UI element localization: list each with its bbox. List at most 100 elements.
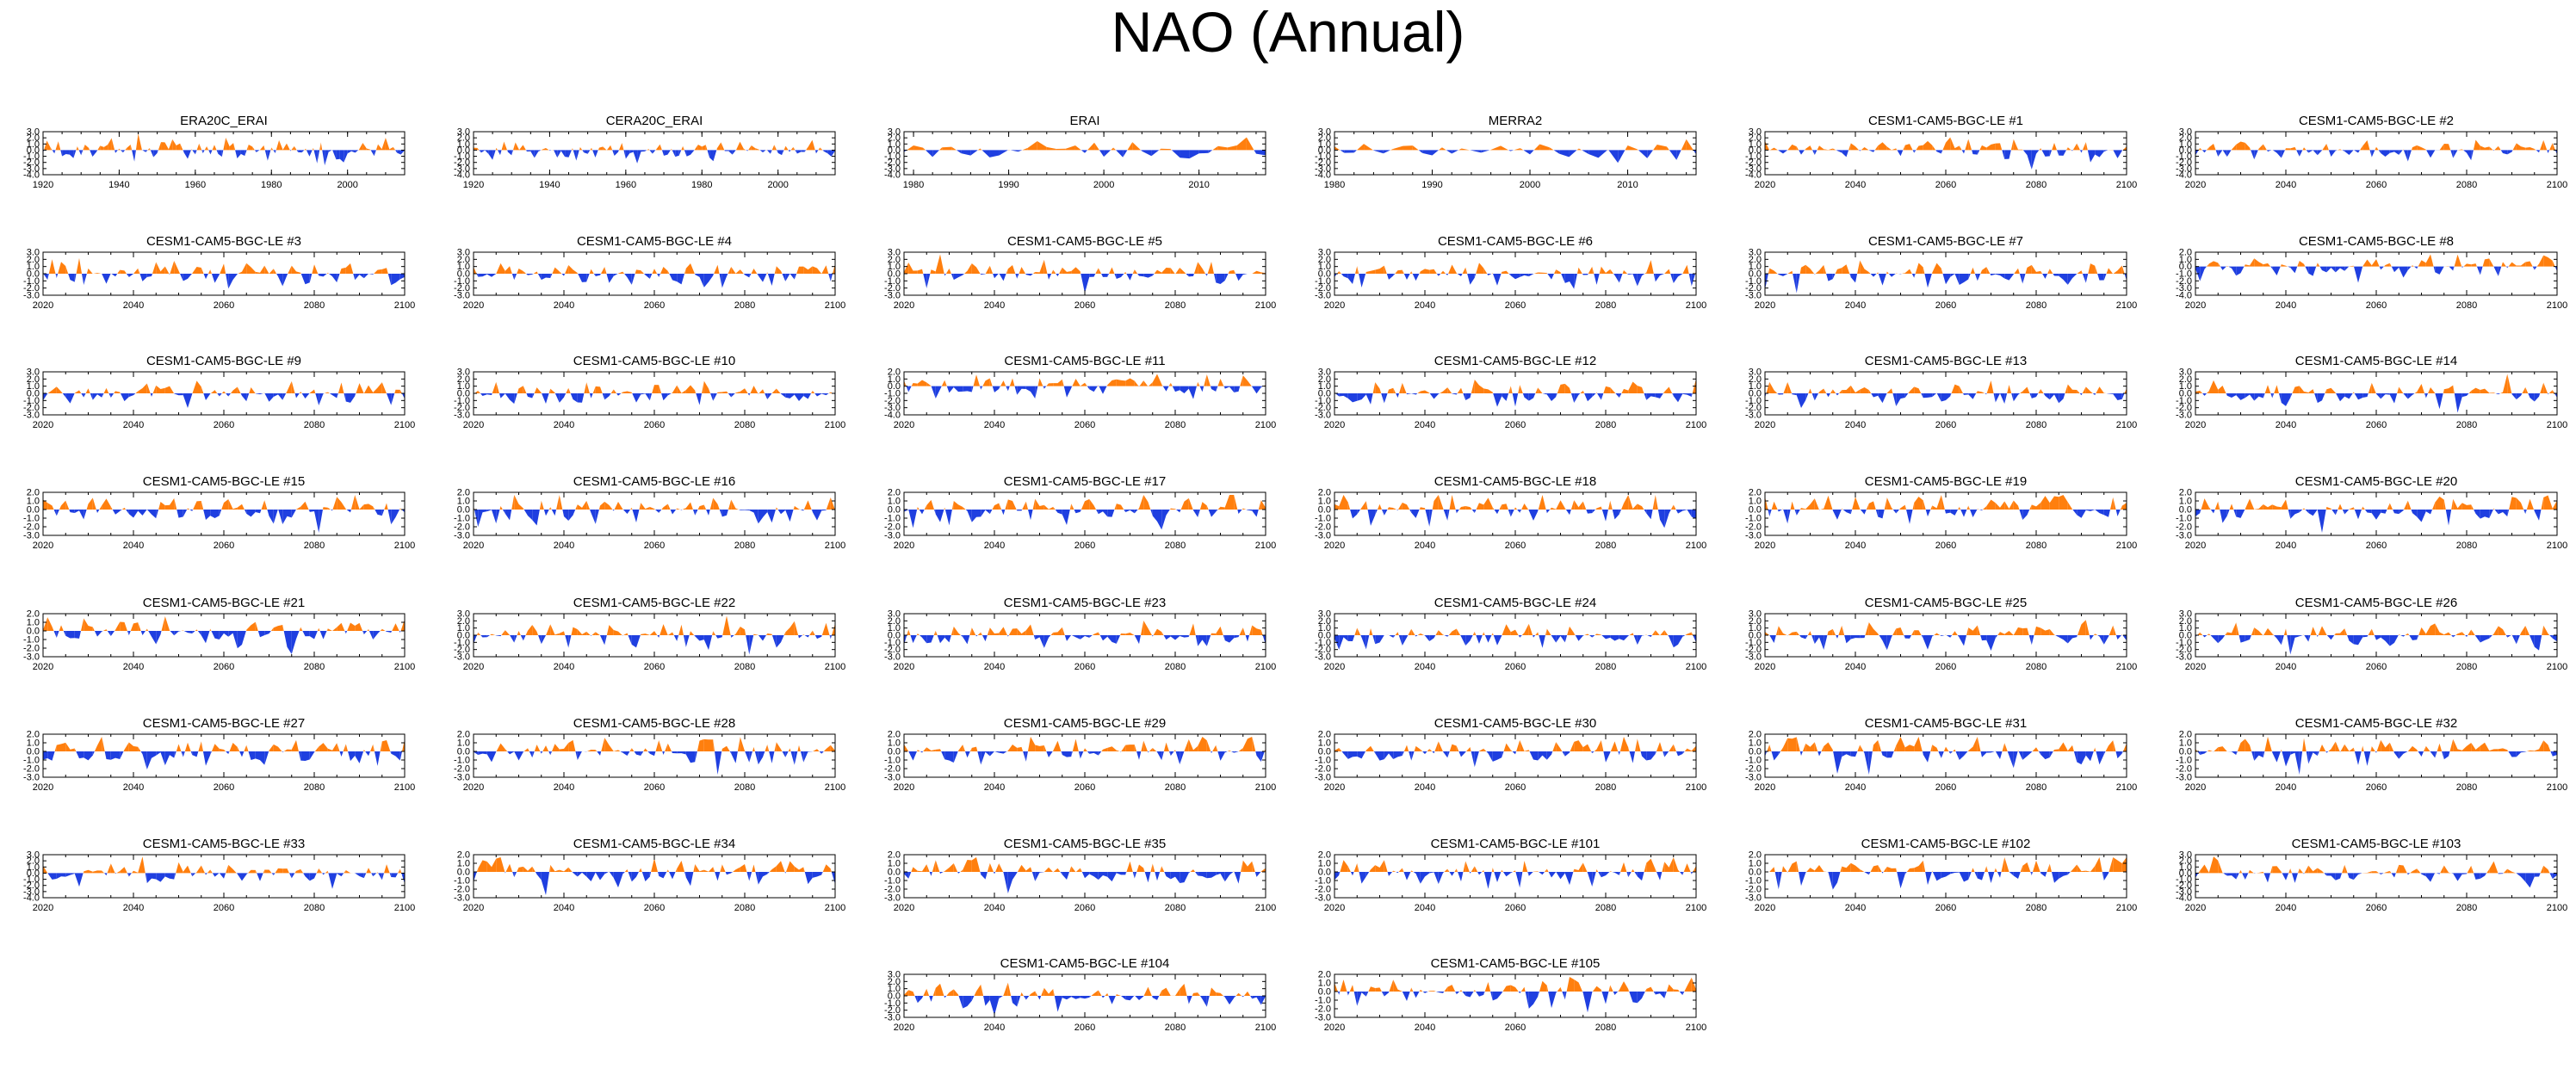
anomaly-area [2430,510,2433,515]
anomaly-area [2200,266,2205,281]
anomaly-area [337,393,338,399]
anomaly-area [399,389,402,393]
anomaly-area [2009,385,2012,393]
anomaly-area [251,386,256,393]
nao-panel: CESM1-CAM5-BGC-LE #202.01.00.0-1.0-2.0-3… [2176,474,2567,551]
anomaly-area [358,149,359,151]
anomaly-area [1148,274,1153,278]
anomaly-area [490,633,492,635]
anomaly-area [2421,384,2425,393]
anomaly-area [242,631,246,646]
anomaly-area [2077,390,2080,393]
anomaly-area [740,626,745,635]
anomaly-area [1488,389,1493,393]
anomaly-area [1846,385,1851,393]
anomaly-area [557,150,561,158]
anomaly-area [2449,385,2454,393]
anomaly-area [1017,386,1022,395]
anomaly-area [1432,150,1440,156]
anomaly-area [1357,393,1362,401]
anomaly-area [138,268,140,274]
anomaly-area [663,393,668,401]
anomaly-area [1071,386,1073,388]
anomaly-area [713,631,716,635]
anomaly-area [1873,150,1875,152]
y-tick-label: 2.0 [457,374,470,385]
anomaly-area [613,629,618,635]
anomaly-area [1810,388,1812,393]
anomaly-area [255,393,260,395]
anomaly-area [1334,146,1341,151]
anomaly-area [2503,374,2508,393]
anomaly-area [2229,504,2232,510]
anomaly-area [1409,271,1412,274]
anomaly-area [2059,274,2064,280]
x-tick-label: 2040 [984,420,1005,430]
anomaly-area [1903,145,1905,151]
anomaly-area [790,621,795,635]
anomaly-area [2407,393,2412,399]
anomaly-area [694,144,698,151]
anomaly-area [187,508,188,510]
anomaly-area [2389,263,2392,267]
anomaly-area [150,150,154,158]
anomaly-area [828,392,831,393]
anomaly-area [917,633,920,635]
anomaly-area [1546,393,1551,402]
anomaly-area [85,388,89,393]
anomaly-area [525,630,528,635]
anomaly-area [1012,264,1016,274]
anomaly-area [661,393,664,401]
anomaly-area [652,269,654,274]
anomaly-area [224,498,229,510]
anomaly-area [1570,387,1571,393]
anomaly-area [935,630,938,635]
anomaly-area [43,617,48,631]
y-tick-label: 0.0 [1318,145,1331,156]
anomaly-area [904,635,907,646]
x-tick-label: 2040 [554,662,574,672]
anomaly-area [2272,504,2277,510]
anomaly-area [191,149,193,151]
anomaly-area [960,635,963,638]
anomaly-area [1896,148,1898,151]
y-tick-label: -1.0 [454,151,470,162]
anomaly-area [1857,260,1861,274]
anomaly-area [314,389,316,393]
x-tick-label: 2040 [984,300,1005,311]
anomaly-area [812,139,815,151]
anomaly-area [1032,272,1036,274]
anomaly-area [2299,261,2304,267]
anomaly-area [2027,264,2032,274]
anomaly-area [264,393,269,402]
anomaly-area [2403,500,2408,510]
anomaly-area [380,628,382,631]
anomaly-area [80,618,84,631]
anomaly-area [573,627,578,635]
anomaly-area [368,385,374,393]
anomaly-area [1588,393,1593,402]
anomaly-area [2268,263,2271,267]
anomaly-area [279,139,283,151]
anomaly-area [180,143,183,151]
anomaly-area [2072,274,2078,279]
anomaly-area [1216,274,1221,285]
y-tick-label: 2.0 [27,255,40,265]
anomaly-area [53,510,57,516]
anomaly-area [2106,268,2108,274]
panel-title: MERRA2 [1489,114,1543,128]
anomaly-area [1260,500,1266,510]
anomaly-area [1142,150,1152,157]
anomaly-area [2480,145,2485,151]
anomaly-area [2296,150,2300,157]
anomaly-area [2358,393,2363,400]
anomaly-area [735,269,740,274]
anomaly-area [2402,149,2404,151]
panel-title: CESM1-CAM5-BGC-LE #16 [573,474,735,489]
anomaly-area [2200,510,2201,514]
anomaly-area [1379,504,1382,510]
anomaly-area [1412,274,1416,281]
anomaly-area [2340,266,2345,271]
anomaly-area [1646,260,1651,274]
anomaly-area [1554,269,1557,274]
